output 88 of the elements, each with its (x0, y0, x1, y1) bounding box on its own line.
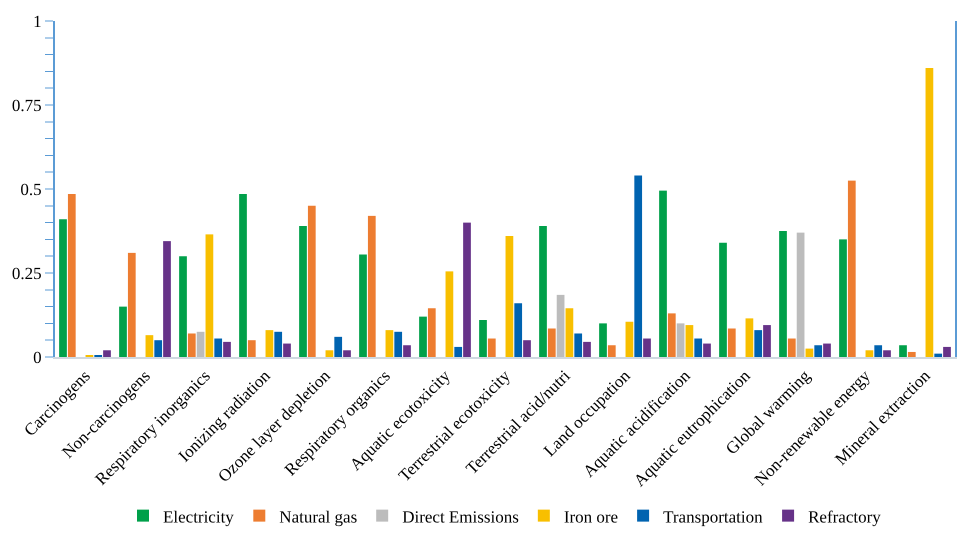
bar (103, 350, 111, 357)
y-tick-label: 0.25 (12, 264, 42, 283)
bar (779, 231, 787, 357)
bar (703, 344, 711, 357)
bar (926, 68, 934, 357)
bar (154, 340, 162, 357)
bar (343, 350, 351, 357)
bar (488, 338, 496, 357)
bar (523, 340, 531, 357)
bar (239, 194, 247, 357)
bar (814, 345, 822, 357)
bar (839, 239, 847, 357)
bar (223, 342, 231, 357)
bar (626, 322, 634, 357)
legend-label: Natural gas (279, 507, 358, 526)
bar (556, 294, 564, 357)
bar (728, 328, 736, 357)
bar (214, 338, 222, 357)
bar (206, 234, 214, 357)
bar (283, 344, 291, 357)
bar (334, 336, 342, 357)
bar (686, 325, 694, 357)
bar (128, 252, 136, 357)
bar (583, 342, 591, 357)
bar (506, 236, 514, 357)
bar (266, 330, 274, 357)
bar (676, 323, 684, 357)
bar (446, 271, 454, 357)
bar (668, 313, 676, 357)
bar (308, 206, 316, 357)
bar (634, 176, 642, 357)
bar (883, 350, 891, 357)
bar (934, 354, 942, 357)
bar (274, 332, 282, 357)
bar (874, 345, 882, 357)
bar (248, 340, 256, 357)
bar (763, 325, 771, 357)
bar (899, 345, 907, 357)
bar (146, 335, 154, 357)
bar (394, 332, 402, 357)
bar (806, 348, 814, 357)
bar (463, 222, 471, 357)
legend-label: Iron ore (564, 507, 618, 526)
bar (119, 306, 127, 357)
bar (643, 338, 651, 357)
bar (659, 190, 667, 357)
bar (454, 346, 462, 357)
bar (866, 350, 874, 357)
bar (719, 242, 727, 357)
bar (548, 328, 556, 357)
bar (68, 194, 76, 357)
bar (514, 303, 522, 357)
bar (359, 254, 367, 357)
bar (179, 256, 187, 357)
bar (943, 346, 951, 357)
bar (539, 226, 547, 357)
bar (796, 232, 804, 357)
y-tick-label: 1 (33, 12, 42, 31)
bar (163, 241, 171, 357)
y-tick-label: 0.75 (12, 96, 42, 115)
bar (823, 344, 831, 357)
bar (196, 332, 204, 357)
legend-label: Electricity (163, 507, 234, 526)
bar (608, 345, 616, 357)
bar (386, 330, 394, 357)
bar (908, 352, 916, 357)
bar (428, 308, 436, 357)
bar (419, 316, 427, 357)
legend-label: Direct Emissions (402, 507, 519, 526)
y-tick-label: 0 (33, 348, 42, 367)
bar (746, 318, 754, 357)
y-tick-label: 0.5 (20, 180, 42, 199)
bar (574, 333, 582, 357)
legend-label: Transportation (663, 507, 764, 526)
bar (368, 216, 376, 357)
bar (299, 226, 307, 357)
bar (566, 308, 574, 357)
bar (694, 338, 702, 357)
bar (599, 323, 607, 357)
bar (188, 333, 196, 357)
bar (59, 219, 67, 357)
bar (479, 320, 487, 357)
bar (848, 180, 856, 357)
bar (403, 345, 411, 357)
legend-label: Refractory (808, 507, 882, 526)
bar (326, 350, 334, 357)
bar (754, 330, 762, 357)
bar (788, 338, 796, 357)
